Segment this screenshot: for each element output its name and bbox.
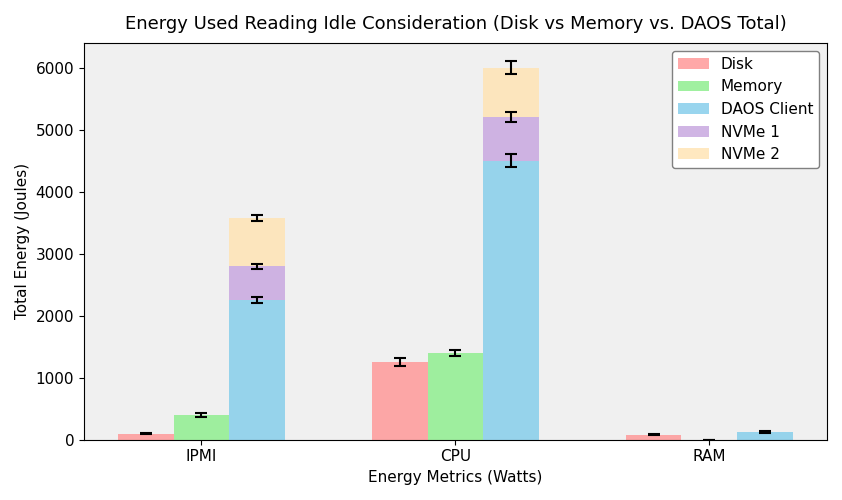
- Bar: [229, 300, 285, 440]
- Bar: [173, 415, 229, 440]
- Bar: [118, 434, 173, 440]
- Bar: [483, 160, 539, 440]
- Bar: [371, 362, 428, 440]
- Bar: [483, 68, 539, 117]
- Legend: Disk, Memory, DAOS Client, NVMe 1, NVMe 2: Disk, Memory, DAOS Client, NVMe 1, NVMe …: [672, 50, 819, 168]
- Bar: [229, 266, 285, 300]
- X-axis label: Energy Metrics (Watts): Energy Metrics (Watts): [368, 470, 542, 485]
- Bar: [738, 432, 793, 440]
- Bar: [626, 435, 681, 440]
- Bar: [483, 118, 539, 160]
- Y-axis label: Total Energy (Joules): Total Energy (Joules): [15, 163, 30, 320]
- Title: Energy Used Reading Idle Consideration (Disk vs Memory vs. DAOS Total): Energy Used Reading Idle Consideration (…: [125, 15, 786, 33]
- Bar: [229, 218, 285, 266]
- Bar: [428, 353, 483, 440]
